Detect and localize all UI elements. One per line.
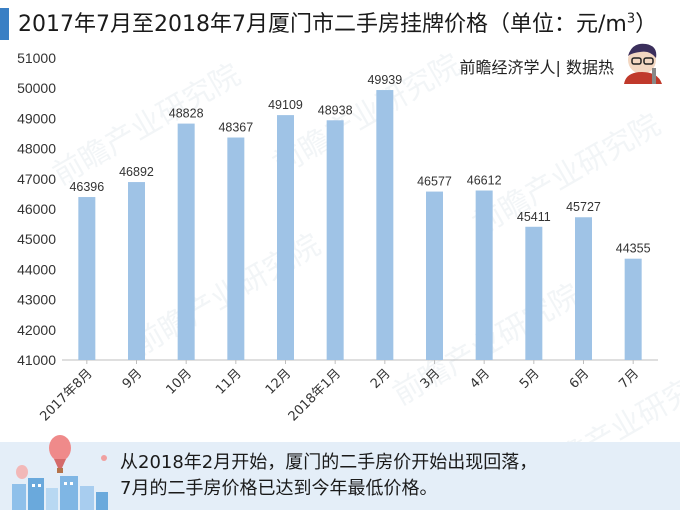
y-tick-label: 50000 <box>17 80 56 96</box>
x-tick-label: 4月 <box>467 366 493 392</box>
y-tick-label: 42000 <box>17 322 56 338</box>
data-label: 49109 <box>268 98 303 112</box>
bar <box>78 197 96 360</box>
data-label: 48938 <box>318 103 353 117</box>
data-label: 45727 <box>566 200 601 214</box>
data-label: 46396 <box>69 180 104 194</box>
y-tick-label: 49000 <box>17 110 56 126</box>
x-tick-label: 3月 <box>418 366 444 392</box>
data-label: 44355 <box>616 242 651 256</box>
bar <box>575 217 592 360</box>
data-label: 46577 <box>417 175 452 189</box>
x-tick-label: 12月 <box>263 366 294 397</box>
chart-title-superscript: 3 <box>626 11 636 27</box>
data-label: 48367 <box>218 121 253 135</box>
x-tick-label: 5月 <box>517 366 543 392</box>
y-tick-label: 41000 <box>17 352 56 368</box>
data-label: 49939 <box>367 73 402 87</box>
data-label: 48828 <box>169 107 204 121</box>
chart-title: 2017年7月至2018年7月厦门市二手房挂牌价格（单位：元/m3） <box>18 6 657 38</box>
y-tick-label: 44000 <box>17 261 56 277</box>
x-tick-label: 10月 <box>163 366 194 397</box>
bar <box>227 137 245 360</box>
y-tick-label: 46000 <box>17 201 56 217</box>
bar <box>128 182 145 360</box>
bar <box>376 90 394 360</box>
chart-title-main: 2017年7月至2018年7月厦门市二手房挂牌价格（单位：元/m <box>18 12 627 37</box>
brand-label: 前瞻经济学人| 数据热 <box>459 58 614 77</box>
bar <box>525 226 543 360</box>
y-tick-label: 48000 <box>17 141 56 157</box>
x-tick-label: 6月 <box>567 366 593 392</box>
chart-title-close: ） <box>635 12 658 37</box>
footer-line-1: 从2018年2月开始，厦门的二手房价开始出现回落， <box>120 452 538 473</box>
y-tick-label: 47000 <box>17 171 56 187</box>
bar <box>326 120 344 360</box>
data-label: 46892 <box>119 165 154 179</box>
y-tick-label: 45000 <box>17 231 56 247</box>
bar <box>624 258 642 360</box>
x-tick-label: 2018年1月 <box>286 366 344 424</box>
y-tick-label: 51000 <box>17 50 56 66</box>
y-tick-label: 43000 <box>17 292 56 308</box>
x-tick-label: 2月 <box>368 366 394 392</box>
footer-line-2: 7月的二手房价格已达到今年最低价格。 <box>120 478 438 499</box>
bar <box>426 191 443 360</box>
avatar-icon <box>624 43 662 84</box>
bar-chart: 41000 42000 43000 44000 45000 46000 47000 48000… <box>17 50 658 424</box>
data-label: 46612 <box>467 174 502 188</box>
city-balloon-illustration <box>12 435 108 510</box>
x-tick-label: 11月 <box>213 366 244 397</box>
footer-banner: 从2018年2月开始，厦门的二手房价开始出现回落， 7月的二手房价格已达到今年最… <box>0 435 680 510</box>
title-accent-bar <box>0 8 9 40</box>
title-bar: 2017年7月至2018年7月厦门市二手房挂牌价格（单位：元/m3） <box>0 0 680 44</box>
footer-summary: 从2018年2月开始，厦门的二手房价开始出现回落， 7月的二手房价格已达到今年最… <box>120 450 670 502</box>
bar <box>177 123 195 361</box>
bar <box>475 190 493 360</box>
x-tick-label: 9月 <box>120 366 146 392</box>
x-tick-label: 7月 <box>616 366 642 392</box>
bar <box>277 115 294 360</box>
x-tick-label: 2017年8月 <box>37 366 95 424</box>
data-label: 45411 <box>517 210 551 224</box>
